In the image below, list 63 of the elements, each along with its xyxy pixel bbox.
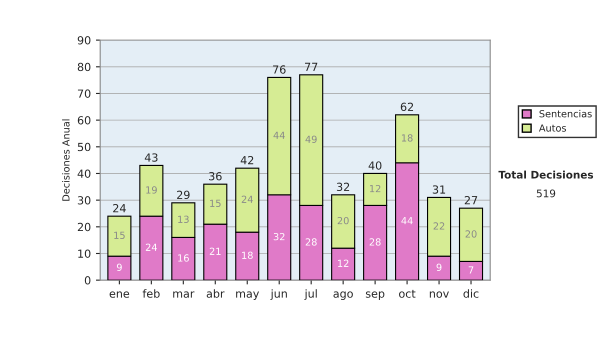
- data-label: 18: [402, 134, 413, 142]
- y-tick-label: 20: [78, 222, 90, 232]
- x-tick-label: sep: [366, 291, 384, 300]
- total-label: 42: [240, 156, 254, 164]
- data-label: 12: [370, 184, 380, 192]
- data-label: 15: [114, 232, 125, 239]
- y-tick-label: 0: [84, 276, 90, 285]
- y-tick-label: 70: [78, 89, 90, 98]
- data-label: 20: [338, 216, 349, 224]
- data-label: 44: [274, 132, 285, 139]
- total-label: 32: [336, 182, 350, 192]
- total-label: 31: [432, 185, 446, 194]
- data-label: 9: [436, 264, 442, 271]
- total-label: 76: [273, 65, 286, 74]
- total-label: 24: [113, 204, 126, 212]
- x-tick-label: ene: [110, 291, 130, 298]
- text: Total Decisiones: [498, 170, 594, 179]
- y-tick-label: 10: [78, 249, 90, 258]
- data-label: 28: [370, 238, 381, 246]
- x-tick-label: dic: [464, 289, 478, 298]
- data-label: 24: [242, 196, 253, 203]
- total-label: 27: [464, 196, 478, 204]
- y-tick-label: 40: [78, 169, 90, 178]
- x-tick-label: mar: [173, 291, 194, 298]
- data-label: 28: [306, 238, 317, 246]
- data-label: 7: [468, 266, 474, 274]
- y-tick-label: 50: [78, 142, 90, 152]
- data-label: 15: [210, 200, 221, 207]
- legend-label: Autos: [538, 124, 566, 132]
- data-label: 32: [274, 232, 284, 240]
- y-axis-title: Decisiones Anual: [62, 119, 70, 201]
- data-label: 16: [178, 254, 189, 262]
- data-label: 24: [146, 244, 157, 251]
- x-tick-label: abr: [206, 289, 224, 298]
- total-label: 36: [209, 172, 222, 180]
- data-label: 49: [305, 136, 317, 143]
- text: 519: [536, 189, 556, 198]
- total-label: 62: [400, 102, 414, 112]
- data-label: 12: [338, 260, 348, 267]
- data-label: 20: [466, 230, 477, 238]
- y-tick-label: 30: [78, 196, 90, 205]
- total-label: 29: [177, 190, 190, 200]
- total-label: 40: [368, 161, 382, 170]
- data-label: 9: [116, 264, 122, 271]
- x-tick-label: feb: [142, 289, 160, 298]
- x-tick-label: may: [236, 291, 260, 300]
- y-tick-label: 80: [78, 62, 90, 72]
- total-label: 43: [144, 153, 158, 162]
- y-tick-label: 90: [78, 36, 90, 44]
- x-tick-label: ago: [333, 291, 353, 300]
- x-tick-label: oct: [399, 290, 416, 298]
- x-tick-label: jul: [304, 289, 317, 300]
- data-label: 22: [434, 222, 444, 230]
- data-label: 44: [401, 217, 413, 224]
- legend-label: Sentencias: [540, 110, 592, 118]
- total-label: 77: [305, 62, 318, 71]
- data-label: 13: [178, 216, 189, 223]
- data-label: 19: [146, 186, 157, 194]
- x-tick-label: nov: [430, 291, 449, 298]
- x-tick-label: jun: [270, 289, 287, 300]
- data-label: 21: [210, 248, 221, 255]
- data-label: 18: [242, 252, 253, 259]
- y-tick-label: 60: [78, 116, 90, 125]
